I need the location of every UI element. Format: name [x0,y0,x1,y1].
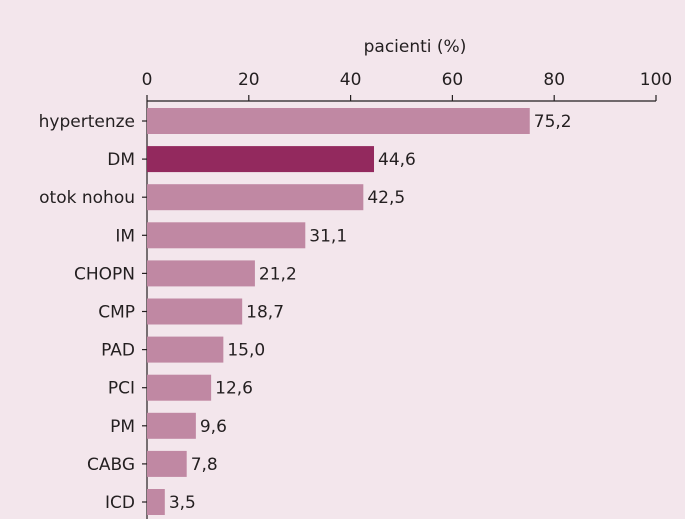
y-tick-label: CHOPN [74,264,135,284]
bar [147,374,212,401]
value-label: 15,0 [227,341,265,361]
axis-title: pacienti (%) [364,37,467,57]
bar [147,298,243,325]
value-label: 42,5 [367,188,405,208]
y-tick-label: PCI [108,379,135,399]
value-label: 21,2 [259,264,297,284]
y-tick-label: ICD [105,493,135,513]
bar [147,260,255,287]
y-tick-label: IM [115,226,135,246]
y-tick-label: PAD [101,341,135,361]
x-tick-label: 40 [340,70,362,90]
value-label: 7,8 [191,455,218,475]
value-label: 44,6 [378,150,416,170]
y-tick-label: CABG [87,455,135,475]
value-label: 12,6 [215,379,253,399]
bar [147,184,364,211]
value-label: 75,2 [534,112,572,132]
value-label: 9,6 [200,417,227,437]
y-tick-label: PM [110,417,135,437]
value-label: 31,1 [309,226,347,246]
x-tick-label: 60 [442,70,464,90]
bar [147,412,196,439]
y-tick-label: otok nohou [39,188,135,208]
y-tick-label: hypertenze [39,112,135,132]
x-tick-label: 80 [543,70,565,90]
value-label: 18,7 [246,303,284,323]
x-tick-label: 20 [238,70,260,90]
value-label: 3,5 [169,493,196,513]
y-tick-label: CMP [98,303,135,323]
bar [147,450,187,477]
bar [147,222,306,249]
bar [147,108,530,134]
bar [147,146,375,173]
x-tick-label: 0 [142,70,153,90]
bar [147,489,165,515]
y-tick-label: DM [107,150,135,170]
bar [147,336,224,363]
x-tick-label: 100 [640,70,672,90]
